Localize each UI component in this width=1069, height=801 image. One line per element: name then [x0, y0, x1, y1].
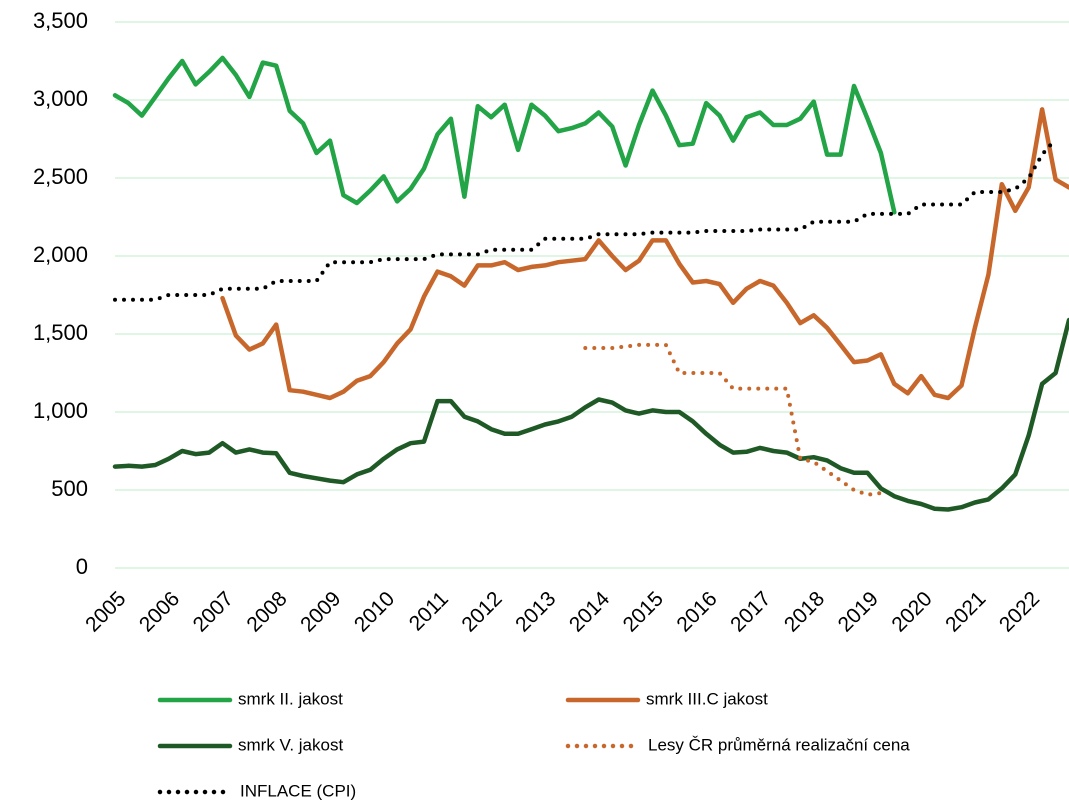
y-tick-label: 2,000 [33, 242, 88, 267]
x-tick-label: 2006 [135, 587, 184, 636]
x-tick-label: 2022 [995, 587, 1044, 636]
x-tick-label: 2020 [887, 587, 936, 636]
series-line [113, 137, 1058, 302]
legend-label: smrk II. jakost [238, 689, 343, 708]
x-tick-label: 2009 [296, 587, 345, 636]
x-tick-label: 2014 [565, 587, 615, 637]
x-tick-label: 2008 [242, 587, 291, 636]
y-tick-label: 0 [76, 554, 88, 579]
x-tick-label: 2010 [350, 587, 399, 636]
x-tick-label: 2021 [941, 587, 990, 636]
y-tick-label: 1,500 [33, 320, 88, 345]
x-tick-label: 2015 [619, 587, 668, 636]
y-tick-label: 1,000 [33, 398, 88, 423]
y-tick-label: 500 [51, 476, 88, 501]
x-tick-label: 2018 [780, 587, 829, 636]
x-tick-label: 2005 [81, 587, 130, 636]
x-tick-label: 2013 [511, 587, 560, 636]
y-tick-label: 2,500 [33, 164, 88, 189]
series-line [112, 55, 897, 215]
legend-label: Lesy ČR průměrná realizační cena [648, 735, 910, 754]
series-line [583, 342, 883, 497]
legend-label: smrk III.C jakost [646, 689, 768, 708]
series-line [220, 107, 1069, 401]
legend-label: smrk V. jakost [238, 735, 343, 754]
x-tick-label: 2007 [189, 587, 238, 636]
x-tick-label: 2017 [726, 587, 775, 636]
y-tick-label: 3,500 [33, 8, 88, 33]
x-tick-label: 2011 [405, 587, 453, 635]
series-line [112, 317, 1069, 512]
x-tick-label: 2012 [457, 587, 506, 636]
legend-label: INFLACE (CPI) [240, 781, 356, 800]
x-tick-label: 2016 [672, 587, 721, 636]
y-tick-label: 3,000 [33, 86, 88, 111]
x-tick-label: 2019 [834, 587, 883, 636]
